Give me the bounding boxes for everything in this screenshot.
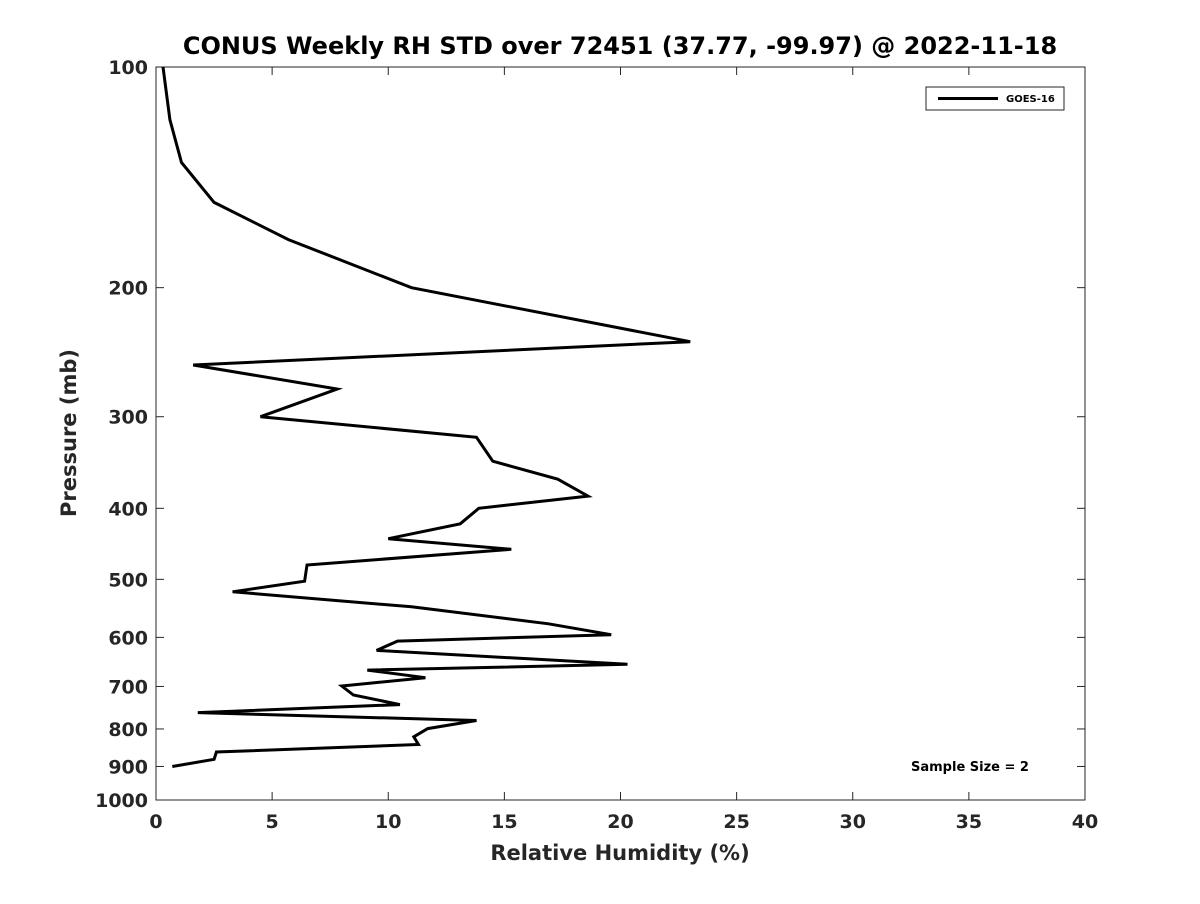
x-tick-label: 35 (956, 811, 982, 833)
legend: GOES-16 (926, 87, 1064, 110)
legend-label-goes-16: GOES-16 (1006, 94, 1055, 105)
plot-area (156, 67, 1085, 800)
x-tick-label: 5 (266, 811, 279, 833)
sample-size-annotation: Sample Size = 2 (911, 760, 1029, 775)
y-axis-label: Pressure (mb) (57, 349, 81, 517)
x-tick-label: 40 (1072, 811, 1098, 833)
y-tick-label: 800 (108, 719, 148, 741)
x-tick-label: 15 (491, 811, 517, 833)
x-tick-label: 20 (607, 811, 633, 833)
x-axis-label: Relative Humidity (%) (490, 841, 749, 865)
y-tick-label: 400 (108, 498, 148, 520)
chart-title: CONUS Weekly RH STD over 72451 (37.77, -… (183, 32, 1057, 60)
y-tick-label: 1000 (95, 790, 148, 812)
series-layer (163, 67, 690, 767)
y-axis: 100 200 300 400 500 600 700 800 900 1000 (95, 57, 1085, 812)
y-tick-label: 200 (108, 278, 148, 300)
x-tick-label: 0 (149, 811, 162, 833)
y-tick-label: 600 (108, 627, 148, 649)
y-tick-label: 900 (108, 756, 148, 778)
y-tick-label: 300 (108, 407, 148, 429)
x-tick-label: 10 (375, 811, 401, 833)
y-tick-label: 500 (108, 569, 148, 591)
x-axis: 0 5 10 15 20 25 30 35 40 (149, 67, 1098, 833)
y-tick-label: 700 (108, 676, 148, 698)
x-tick-label: 25 (723, 811, 749, 833)
x-tick-label: 30 (840, 811, 866, 833)
y-tick-label: 100 (108, 57, 148, 79)
series-line-goes-16 (163, 67, 690, 767)
